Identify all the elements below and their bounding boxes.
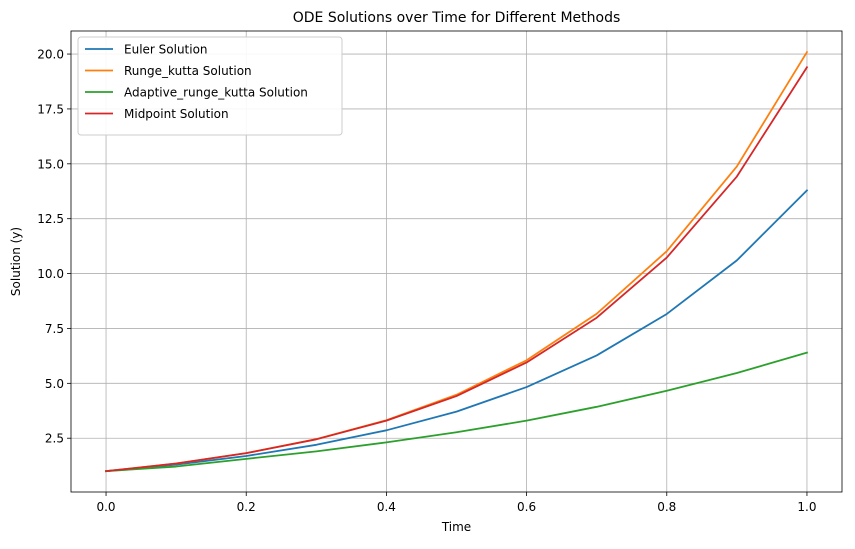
legend-box — [77, 36, 343, 136]
x-tick-label: 0.4 — [377, 500, 396, 514]
plot-frame — [70, 30, 843, 493]
y-tick-label: 2.5 — [45, 432, 64, 446]
x-tick-label: 1.0 — [797, 500, 816, 514]
series-line-1 — [105, 189, 809, 473]
series-line-4 — [105, 65, 809, 473]
legend: Euler Solution Runge_kutta Solution Adapti… — [77, 36, 343, 136]
x-tick-label: 0.0 — [96, 500, 115, 514]
y-tick-label: 7.5 — [45, 322, 64, 336]
legend-label: Adaptive_runge_kutta Solution — [124, 86, 308, 100]
y-tick-label: 12.5 — [37, 212, 64, 226]
series-lines — [105, 50, 809, 473]
series-line-3 — [105, 351, 809, 473]
y-tick-label: 20.0 — [37, 48, 64, 62]
x-tick-label: 0.2 — [237, 500, 256, 514]
legend-label: Runge_kutta Solution — [124, 64, 252, 78]
y-tick-label: 17.5 — [37, 102, 64, 116]
grid-lines — [71, 31, 842, 492]
x-axis-label: Time — [441, 520, 471, 534]
y-tick-label: 5.0 — [45, 377, 64, 391]
x-tick-label: 0.8 — [657, 500, 676, 514]
y-tick-label: 15.0 — [37, 157, 64, 171]
legend-label: Euler Solution — [124, 43, 208, 57]
chart-title: ODE Solutions over Time for Different Me… — [293, 10, 621, 26]
x-tick-label: 0.6 — [517, 500, 536, 514]
axis-ticks: 0.0 0.2 0.4 0.6 0.8 1.0 2.5 5.0 7.5 10.0 12.5 15.0 1… — [37, 48, 816, 514]
y-axis-label: Solution (y) — [9, 227, 23, 296]
y-tick-label: 10.0 — [37, 267, 64, 281]
legend-label: Midpoint Solution — [124, 107, 229, 121]
